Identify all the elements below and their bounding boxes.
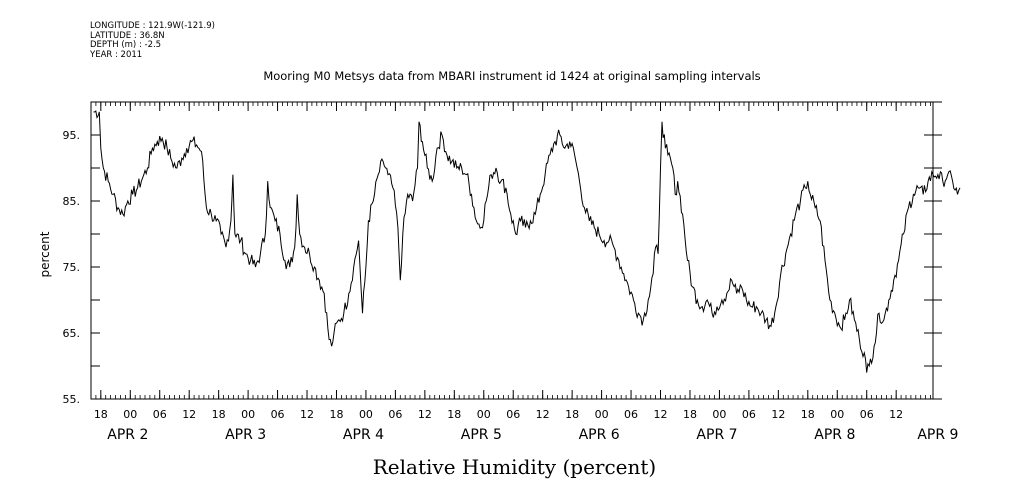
meta-latitude: LATITUDE : 36.8N [90,30,165,41]
x-tick-label: 18 [212,408,226,421]
x-tick-label: 06 [624,408,638,421]
plot-frame [90,101,934,400]
x-tick-label: 06 [860,408,874,421]
x-tick-label: 12 [771,408,785,421]
x-tick-label: 06 [506,408,520,421]
y-axis-title: percent [38,231,52,277]
x-tick-label: 18 [329,408,343,421]
x-date-label: APR 4 [343,427,384,443]
x-tick-label: 06 [153,408,167,421]
x-tick-label: 18 [801,408,815,421]
x-tick-label: 00 [477,408,491,421]
x-tick-label: 00 [595,408,609,421]
x-axis-title: Relative Humidity (percent) [372,455,657,479]
x-date-label: APR 8 [814,427,855,443]
x-tick-label: 00 [123,408,137,421]
x-minor-ticks [90,102,931,399]
x-tick-label: 18 [94,408,108,421]
x-tick-label: 12 [889,408,903,421]
x-tick-label: 18 [683,408,697,421]
x-tick-label: 06 [742,408,756,421]
x-date-label: APR 6 [579,427,620,443]
x-date-label: APR 9 [917,427,958,443]
y-tick-label: 65. [63,327,81,340]
x-tick-label: 12 [536,408,550,421]
x-tick-label: 00 [830,408,844,421]
x-tick-label: 18 [565,408,579,421]
meta-depth: DEPTH (m) : -2.5 [90,40,162,50]
y-tick-label: 75. [63,261,81,274]
x-tick-label: 00 [712,408,726,421]
x-date-label: APR 2 [107,427,148,443]
x-tick-label: 12 [654,408,668,421]
x-tick-label: 00 [359,408,373,421]
x-tick-label: 06 [271,408,285,421]
y-tick-label: 85. [63,195,81,208]
x-tick-label: 00 [241,408,255,421]
y-tick-label: 55. [63,393,81,406]
x-tick-label: 12 [300,408,314,421]
meta-year: YEAR : 2011 [90,49,143,60]
x-date-label: APR 7 [696,427,737,443]
humidity-series-line [93,110,961,373]
x-date-label: APR 5 [461,427,502,443]
x-tick-label: 12 [418,408,432,421]
metadata-block: LONGITUDE : 121.9W(-121.9) LATITUDE : 36… [90,21,215,60]
chart-title: Mooring M0 Metsys data from MBARI instru… [263,69,761,83]
x-tick-label: 06 [388,408,402,421]
meta-longitude: LONGITUDE : 121.9W(-121.9) [90,21,215,31]
x-tick-label: 18 [447,408,461,421]
x-date-label: APR 3 [225,427,266,443]
y-tick-label: 95. [63,129,81,142]
x-tick-label: 12 [182,408,196,421]
